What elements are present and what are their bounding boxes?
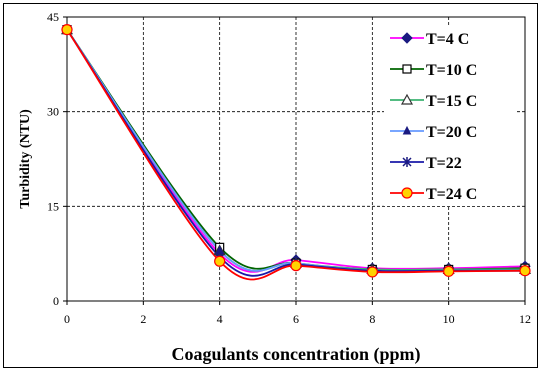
y-tick-label: 45 (47, 10, 59, 24)
data-point-marker (214, 255, 226, 267)
legend-entry: T=24 C (426, 186, 477, 203)
x-tick-label: 2 (140, 312, 146, 326)
y-tick-label: 30 (47, 105, 59, 119)
x-tick-label: 4 (217, 312, 223, 326)
data-point-marker (61, 24, 73, 36)
legend-box (384, 26, 515, 206)
x-tick-label: 12 (519, 312, 531, 326)
legend-swatch-marker (402, 157, 412, 167)
y-tick-label: 0 (53, 294, 59, 308)
legend-swatch-marker (400, 93, 414, 105)
y-axis-label: Turbidity (NTU) (18, 109, 33, 209)
data-point-marker (443, 265, 455, 277)
data-point-marker (519, 265, 531, 277)
legend-entry: T=20 C (426, 124, 477, 141)
series-markers (60, 23, 532, 278)
legend-entry: T=22 (426, 155, 462, 172)
x-tick-label: 0 (64, 312, 70, 326)
legend-swatch-marker (402, 64, 412, 74)
x-tick-label: 10 (443, 312, 455, 326)
legend-swatch-marker (401, 32, 413, 44)
y-tick-label: 15 (47, 199, 59, 213)
data-point-marker (366, 266, 378, 278)
legend-swatch-marker (401, 187, 413, 199)
legend-entry: T=15 C (426, 93, 477, 110)
legend-entry: T=10 C (426, 62, 477, 79)
legend: T=4 C T=10 C T=15 C T=20 C T=22 T=24 C (390, 31, 477, 203)
legend-swatch-marker (402, 125, 412, 135)
x-tick-label: 8 (369, 312, 375, 326)
x-tick-label: 6 (293, 312, 299, 326)
legend-entry: T=4 C (426, 31, 469, 48)
data-point-marker (290, 260, 302, 272)
tick-labels: 0 2 4 6 8 10 12 0 15 30 45 (47, 10, 531, 326)
x-axis-label: Coagulants concentration (ppm) (171, 344, 420, 365)
